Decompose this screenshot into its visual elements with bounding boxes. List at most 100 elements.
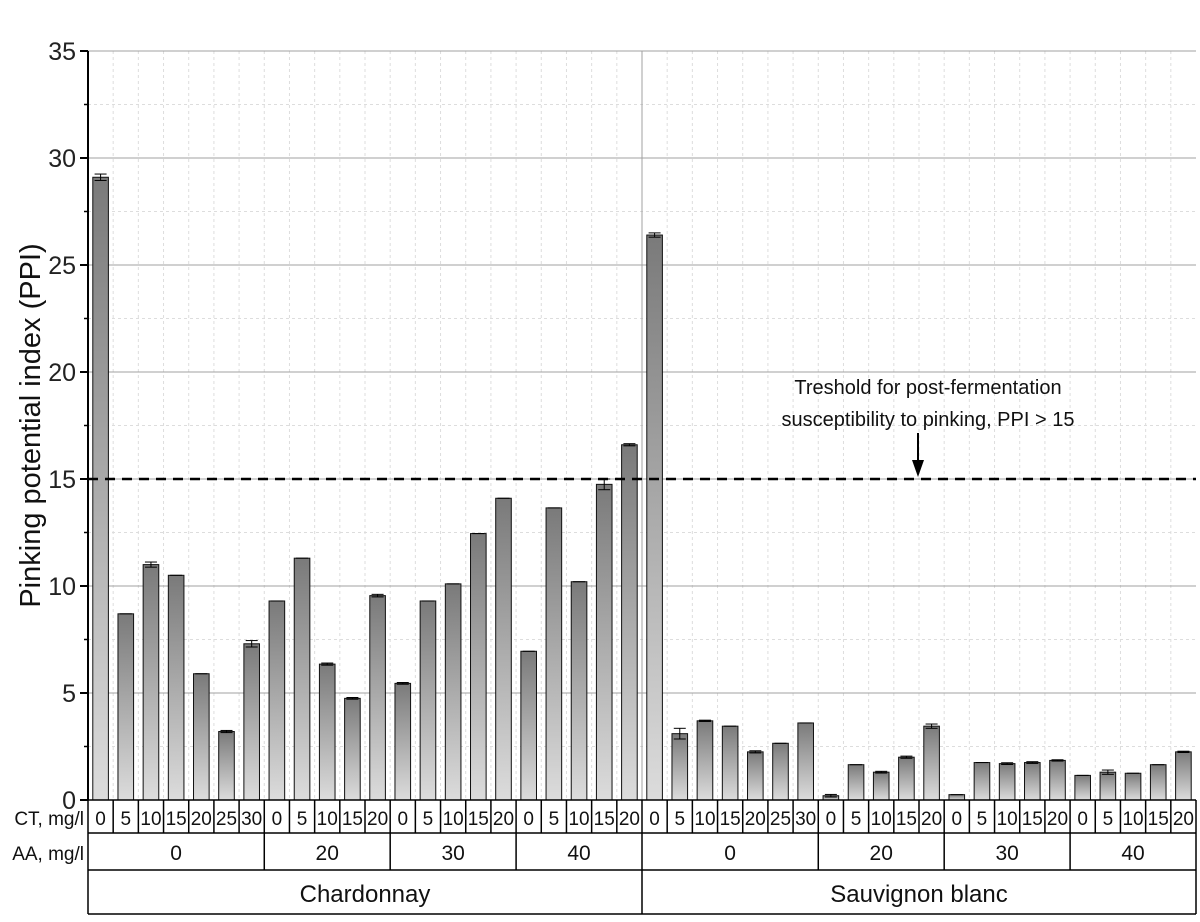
bar <box>117 613 135 801</box>
ct-label: 30 <box>241 809 262 830</box>
threshold-label-line-2: susceptibility to pinking, PPI > 15 <box>782 409 1075 431</box>
bar <box>293 557 311 801</box>
bar <box>344 697 361 801</box>
bar <box>394 682 412 801</box>
bar <box>923 725 940 801</box>
bar <box>595 483 613 801</box>
bar <box>92 176 109 801</box>
bar <box>545 507 563 801</box>
y-tick-label: 20 <box>48 359 76 387</box>
bar <box>872 771 890 801</box>
ct-label: 10 <box>1122 809 1143 830</box>
bar <box>268 600 286 801</box>
bar <box>142 564 160 801</box>
ct-label: 0 <box>951 809 962 830</box>
ct-label: 20 <box>191 809 212 830</box>
ct-label: 15 <box>166 809 187 830</box>
y-tick-label: 15 <box>48 466 76 494</box>
bar <box>772 742 789 801</box>
ct-label: 5 <box>297 809 308 830</box>
ct-label: 20 <box>745 809 766 830</box>
ct-label: 5 <box>674 809 685 830</box>
bar <box>520 650 537 801</box>
ct-label: 20 <box>367 809 388 830</box>
bar <box>973 762 991 801</box>
bar <box>1099 771 1117 801</box>
ct-label: 20 <box>921 809 942 830</box>
bar <box>898 756 915 801</box>
bar <box>721 725 739 801</box>
bar <box>243 643 260 801</box>
ct-label: 5 <box>549 809 560 830</box>
y-tick-label: 10 <box>48 573 76 601</box>
ct-label: 10 <box>568 809 589 830</box>
variety-label: Chardonnay <box>300 881 431 908</box>
bar <box>318 663 336 801</box>
ct-label: 15 <box>720 809 741 830</box>
aa-label: 20 <box>316 842 339 865</box>
ct-row-label: CT, mg/l <box>14 809 84 830</box>
ct-label: 20 <box>619 809 640 830</box>
bar <box>1049 759 1066 801</box>
ct-label: 20 <box>493 809 514 830</box>
aa-label: 40 <box>567 842 590 865</box>
bar <box>797 722 814 801</box>
bar <box>1124 772 1142 801</box>
bar <box>847 764 865 801</box>
ct-label: 0 <box>649 809 660 830</box>
bar <box>167 574 185 801</box>
aa-label: 0 <box>170 842 182 865</box>
bar <box>671 733 689 801</box>
y-tick-label: 30 <box>48 145 76 173</box>
ct-label: 5 <box>120 809 131 830</box>
ct-label: 25 <box>770 809 791 830</box>
bar <box>218 731 235 801</box>
ct-label: 0 <box>95 809 106 830</box>
ct-label: 20 <box>1047 809 1068 830</box>
category-table: 0 5 10 15 20 25 30 0 5 10 15 20 0 5 10 15 20 0 5 10 15 20 0 5 10… <box>87 799 1197 915</box>
bar <box>1074 774 1091 801</box>
y-tick-label: 0 <box>62 787 76 815</box>
ct-label: 20 <box>1173 809 1194 830</box>
ct-label: 0 <box>826 809 837 830</box>
aa-row-label: AA, mg/l <box>12 844 84 865</box>
ct-label: 10 <box>140 809 161 830</box>
ct-label: 25 <box>216 809 237 830</box>
ct-label: 5 <box>851 809 862 830</box>
bar <box>495 497 512 801</box>
threshold-marker: Treshold for post-fermentation susceptib… <box>88 377 1196 481</box>
aa-label: 0 <box>724 842 736 865</box>
y-ticks: 0 5 10 15 20 25 30 35 <box>48 38 88 815</box>
ct-label: 10 <box>443 809 464 830</box>
threshold-arrow-head <box>912 460 924 477</box>
bar <box>696 720 714 801</box>
bar <box>998 763 1016 801</box>
ct-label: 15 <box>342 809 363 830</box>
bar <box>419 600 437 801</box>
ct-label: 10 <box>997 809 1018 830</box>
bar <box>646 234 663 801</box>
threshold-label-line-1: Treshold for post-fermentation <box>794 377 1061 399</box>
ct-label: 30 <box>795 809 816 830</box>
ct-label: 10 <box>871 809 892 830</box>
variety-label: Sauvignon blanc <box>830 881 1007 908</box>
ct-label: 0 <box>1077 809 1088 830</box>
aa-label: 30 <box>995 842 1018 865</box>
ct-label: 5 <box>977 809 988 830</box>
ct-label: 15 <box>1022 809 1043 830</box>
ct-label: 10 <box>694 809 715 830</box>
y-axis-title: Pinking potential index (PPI) <box>15 243 47 607</box>
ct-label: 0 <box>272 809 283 830</box>
bar <box>193 673 210 801</box>
ct-label: 5 <box>1103 809 1114 830</box>
bar <box>1024 762 1041 801</box>
aa-label: 30 <box>441 842 464 865</box>
ct-label: 15 <box>468 809 489 830</box>
aa-label: 40 <box>1121 842 1144 865</box>
bar <box>1149 764 1167 801</box>
bar <box>948 794 966 801</box>
ct-label: 5 <box>423 809 434 830</box>
ct-label: 10 <box>317 809 338 830</box>
ct-label: 0 <box>523 809 534 830</box>
